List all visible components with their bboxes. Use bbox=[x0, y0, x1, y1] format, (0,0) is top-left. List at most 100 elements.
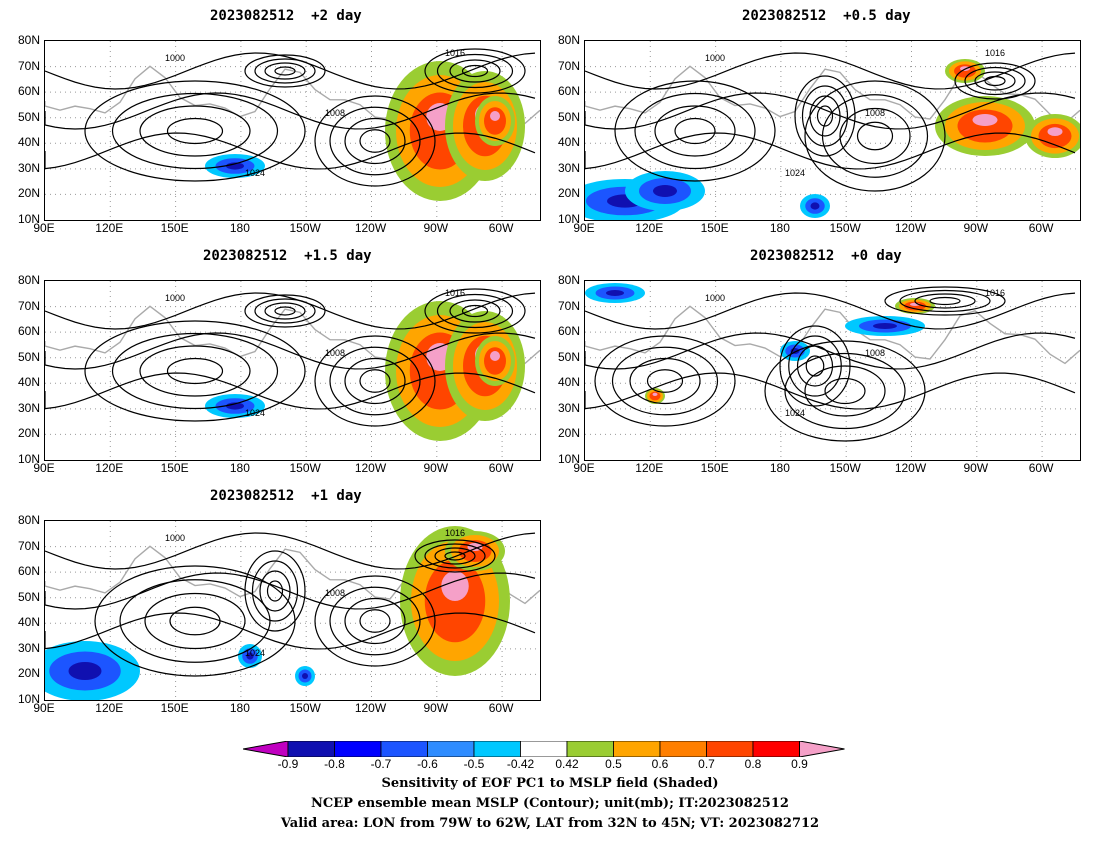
lat-tick-label: 10N bbox=[17, 452, 40, 466]
lon-tick-label: 60W bbox=[488, 461, 514, 475]
panel-title: 2023082512 +2 day bbox=[210, 8, 362, 24]
colorbar-label: 0.9 bbox=[791, 757, 808, 771]
map-panel: 1000 1008 1016 1024 bbox=[44, 280, 541, 461]
lat-tick-label: 20N bbox=[17, 426, 40, 441]
lat-tick-label: 80N bbox=[17, 33, 40, 47]
lat-tick-label: 60N bbox=[557, 324, 580, 339]
contour-label: 1024 bbox=[785, 168, 805, 178]
lon-tick-label: 60W bbox=[488, 701, 514, 715]
lat-tick-label: 50N bbox=[17, 349, 40, 364]
lat-tick-label: 60N bbox=[557, 84, 580, 99]
colorbar-segment bbox=[659, 741, 707, 757]
caption-line-3: Valid area: LON from 79W to 62W, LAT fro… bbox=[280, 816, 820, 831]
lat-tick-label: 20N bbox=[17, 666, 40, 681]
lon-tick-label: 60W bbox=[1028, 461, 1054, 475]
lon-tick-label: 180 bbox=[229, 461, 250, 475]
lat-tick-label: 80N bbox=[17, 273, 40, 287]
lon-tick-label: 90W bbox=[963, 461, 989, 475]
lon-tick-label: 90E bbox=[33, 221, 55, 235]
contour-label: 1000 bbox=[165, 53, 185, 63]
contour-label: 1008 bbox=[325, 108, 345, 118]
lat-tick-label: 10N bbox=[17, 692, 40, 706]
contour-label: 1008 bbox=[325, 588, 345, 598]
caption-line-2: NCEP ensemble mean MSLP (Contour); unit(… bbox=[311, 796, 789, 811]
lon-tick-label: 120W bbox=[894, 221, 927, 235]
colorbar-segment bbox=[334, 741, 382, 757]
lon-tick-label: 120E bbox=[95, 221, 124, 235]
lat-tick-label: 40N bbox=[557, 135, 580, 150]
map-panel: 1000 1008 1016 1024 bbox=[584, 40, 1081, 221]
lon-tick-label: 150W bbox=[829, 221, 861, 235]
contour-label: 1016 bbox=[985, 48, 1005, 58]
lon-tick-label: 180 bbox=[229, 701, 250, 715]
lat-tick-label: 70N bbox=[557, 58, 580, 73]
map-panel: 1000 1008 1016 1024 bbox=[44, 520, 541, 701]
lon-tick-label: 90E bbox=[573, 461, 595, 475]
colorbar-label: -0.6 bbox=[417, 757, 438, 771]
contour-label: 1000 bbox=[165, 533, 185, 543]
map-drawing: 1000 1008 1016 1024 bbox=[45, 281, 540, 460]
colorbar-label: -0.7 bbox=[370, 757, 392, 771]
lon-tick-label: 150E bbox=[700, 221, 729, 235]
lon-tick-label: 120E bbox=[95, 461, 124, 475]
contour-label: 1000 bbox=[705, 53, 725, 63]
lon-tick-label: 150W bbox=[289, 701, 321, 715]
contour-label: 1000 bbox=[705, 293, 725, 303]
lat-tick-label: 40N bbox=[17, 615, 40, 630]
lat-tick-label: 80N bbox=[557, 273, 580, 287]
lon-tick-label: 120W bbox=[894, 461, 927, 475]
lat-tick-label: 50N bbox=[557, 109, 580, 124]
lat-tick-label: 30N bbox=[17, 400, 40, 415]
lat-tick-label: 50N bbox=[17, 109, 40, 124]
lat-tick-label: 10N bbox=[557, 212, 580, 226]
colorbar-low-arrow bbox=[243, 741, 289, 757]
lon-tick-label: 120E bbox=[95, 701, 124, 715]
colorbar-segment bbox=[427, 741, 475, 757]
lat-tick-label: 60N bbox=[17, 84, 40, 99]
contour-label: 1016 bbox=[985, 288, 1005, 298]
lat-tick-label: 30N bbox=[17, 640, 40, 655]
lon-tick-label: 90W bbox=[423, 701, 449, 715]
lat-tick-label: 20N bbox=[557, 426, 580, 441]
lon-tick-label: 150E bbox=[160, 701, 189, 715]
colorbar-label: 0.8 bbox=[744, 757, 762, 771]
contour-label: 1016 bbox=[445, 48, 465, 58]
lat-tick-label: 70N bbox=[17, 58, 40, 73]
lon-tick-label: 120E bbox=[635, 461, 664, 475]
lat-tick-label: 10N bbox=[557, 452, 580, 466]
lat-tick-label: 80N bbox=[17, 513, 40, 527]
lon-tick-label: 120W bbox=[354, 461, 387, 475]
contour-label: 1008 bbox=[325, 348, 345, 358]
lon-tick-label: 90W bbox=[423, 461, 449, 475]
colorbar-segment bbox=[520, 741, 568, 757]
lon-tick-label: 120E bbox=[635, 221, 664, 235]
lon-tick-label: 120W bbox=[354, 221, 387, 235]
lat-tick-label: 70N bbox=[17, 538, 40, 553]
contour-label: 1016 bbox=[445, 528, 465, 538]
lon-tick-label: 150E bbox=[160, 461, 189, 475]
colorbar-segment bbox=[566, 741, 614, 757]
map-panel: 1000 1008 1016 1024 bbox=[44, 40, 541, 221]
colorbar-label: 0.5 bbox=[605, 757, 622, 771]
map-drawing: 1000 1008 1016 1024 bbox=[585, 281, 1080, 460]
contour-label: 1024 bbox=[245, 408, 265, 418]
lat-tick-label: 30N bbox=[17, 160, 40, 175]
lon-tick-label: 180 bbox=[769, 461, 790, 475]
lon-tick-label: 150W bbox=[289, 461, 321, 475]
colorbar-segment bbox=[287, 741, 335, 757]
colorbar-label: 0.7 bbox=[698, 757, 715, 771]
map-drawing: 1000 1008 1016 1024 bbox=[585, 41, 1080, 220]
colorbar-segment bbox=[752, 741, 800, 757]
panel-title: 2023082512 +1.5 day bbox=[203, 248, 372, 264]
lat-tick-label: 60N bbox=[17, 324, 40, 339]
lat-tick-label: 50N bbox=[557, 349, 580, 364]
lon-tick-label: 150E bbox=[700, 461, 729, 475]
lat-tick-label: 50N bbox=[17, 589, 40, 604]
lon-tick-label: 150W bbox=[829, 461, 861, 475]
lat-tick-label: 20N bbox=[557, 186, 580, 201]
colorbar-segment bbox=[613, 741, 661, 757]
colorbar-label: -0.5 bbox=[463, 757, 485, 771]
map-panel: 1000 1008 1016 1024 bbox=[584, 280, 1081, 461]
colorbar-label: 0.6 bbox=[651, 757, 669, 771]
contour-label: 1024 bbox=[245, 168, 265, 178]
